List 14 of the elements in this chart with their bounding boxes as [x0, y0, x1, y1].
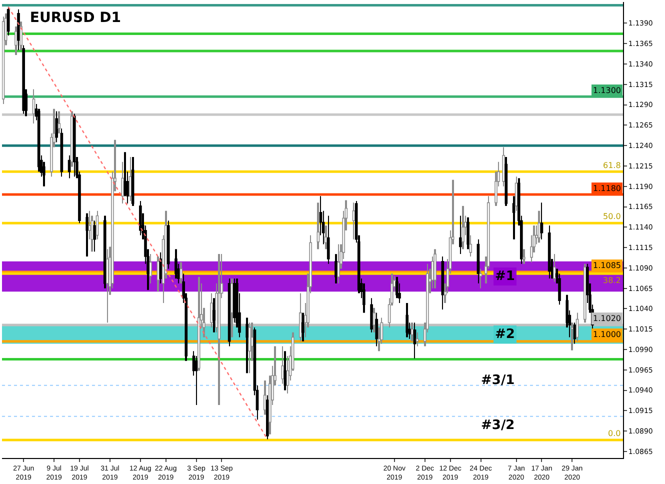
ref-line-label: 1.1300 [593, 86, 621, 95]
ref-line-label: 1.1180 [593, 184, 621, 193]
annotation: 50.0 [603, 212, 621, 221]
annotation: 0.0 [608, 429, 621, 438]
annotation: #3/2 [481, 418, 515, 433]
annotation: #3/1 [481, 373, 515, 388]
ref-line-label: 1.1000 [593, 330, 621, 339]
text: EURUSD D1 [30, 10, 121, 26]
ref-line-label: 1.1085 [593, 261, 621, 270]
band-label: #1 [495, 269, 515, 284]
annotation: 61.8 [603, 161, 621, 170]
band-label: #2 [495, 327, 515, 342]
annotation: 38.2 [603, 276, 621, 285]
ref-line-label: 1.1020 [593, 314, 621, 323]
